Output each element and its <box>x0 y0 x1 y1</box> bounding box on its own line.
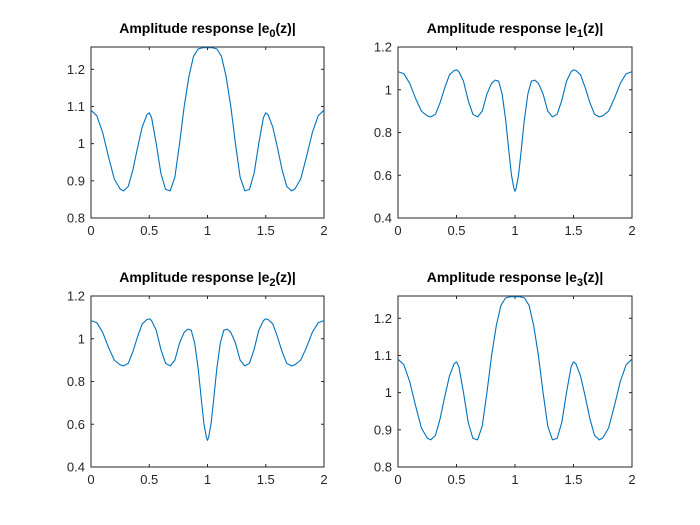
axes-box <box>90 295 325 468</box>
x-tick-label: 0 <box>394 472 401 487</box>
chart-title-suffix: (z)| <box>583 269 603 285</box>
chart-title: Amplitude response |e2(z)| <box>119 269 296 289</box>
y-tick-label: 1 <box>78 331 85 346</box>
x-tick-label: 2 <box>628 223 635 238</box>
x-tick-label: 0 <box>87 223 94 238</box>
y-tick-label: 0.8 <box>67 211 85 226</box>
x-tick-label: 0.5 <box>447 223 465 238</box>
y-tick-label: 1 <box>385 385 392 400</box>
y-tick-label: 1.2 <box>374 40 392 55</box>
series-line-0 <box>90 47 325 192</box>
axes-box <box>397 295 633 468</box>
x-tick-label: 2 <box>628 472 635 487</box>
chart-title-subscript: 1 <box>577 28 583 40</box>
x-tick-label: 2 <box>320 472 327 487</box>
axes-box <box>90 46 325 219</box>
subplot-1: 0 0.5 1 1.5 2 0.4 0.6 0.8 1 1.2 Amplitude response… <box>374 20 636 238</box>
x-tick-label: 1 <box>511 223 518 238</box>
chart-title-suffix: (z)| <box>583 20 603 36</box>
x-tick-label: 1 <box>204 223 211 238</box>
x-tick-label: 1 <box>511 472 518 487</box>
y-tick-label: 1.2 <box>67 62 85 77</box>
y-tick-label: 0.9 <box>67 173 85 188</box>
y-tick-label: 1.2 <box>67 289 85 304</box>
y-tick-label: 0.9 <box>374 422 392 437</box>
chart-title-suffix: (z)| <box>276 20 296 36</box>
y-tick-label: 0.6 <box>374 168 392 183</box>
x-tick-label: 0.5 <box>140 472 158 487</box>
x-tick-label: 0.5 <box>140 223 158 238</box>
chart-title-main: Amplitude response |e <box>119 269 269 285</box>
axes-box <box>397 46 633 219</box>
x-tick-label: 1 <box>204 472 211 487</box>
y-tick-label: 0.8 <box>67 374 85 389</box>
y-tick-label: 1.1 <box>374 348 392 363</box>
chart-title-main: Amplitude response |e <box>119 20 269 36</box>
y-tick-label: 1.1 <box>67 99 85 114</box>
chart-title-main: Amplitude response |e <box>427 20 577 36</box>
chart-title-suffix: (z)| <box>276 269 296 285</box>
subplot-0: 0 0.5 1 1.5 2 0.8 0.9 1 1.1 1.2 Amplitude response… <box>67 20 328 238</box>
y-tick-label: 1 <box>385 82 392 97</box>
x-tick-label: 1.5 <box>564 223 582 238</box>
y-tick-label: 0.4 <box>67 460 85 475</box>
subplot-3: 0 0.5 1 1.5 2 0.8 0.9 1 1.1 1.2 Amplitude response… <box>374 269 636 487</box>
y-tick-label: 1 <box>78 136 85 151</box>
subplot-2: 0 0.5 1 1.5 2 0.4 0.6 0.8 1 1.2 Amplitude response… <box>67 269 328 487</box>
y-tick-label: 0.6 <box>67 417 85 432</box>
x-tick-label: 0 <box>87 472 94 487</box>
y-tick-label: 1.2 <box>374 311 392 326</box>
chart-title-subscript: 3 <box>577 277 583 289</box>
x-tick-label: 0.5 <box>447 472 465 487</box>
chart-title: Amplitude response |e1(z)| <box>427 20 604 40</box>
x-tick-label: 1.5 <box>257 472 275 487</box>
y-tick-label: 0.8 <box>374 125 392 140</box>
y-tick-label: 0.8 <box>374 460 392 475</box>
chart-title-subscript: 2 <box>269 277 275 289</box>
x-tick-label: 0 <box>394 223 401 238</box>
chart-title-subscript: 0 <box>269 28 275 40</box>
x-tick-label: 1.5 <box>257 223 275 238</box>
chart-title: Amplitude response |e0(z)| <box>119 20 296 40</box>
x-tick-label: 1.5 <box>564 472 582 487</box>
series-line-0 <box>90 318 325 441</box>
series-line-0 <box>397 69 633 192</box>
y-tick-label: 0.4 <box>374 211 392 226</box>
x-tick-label: 2 <box>320 223 327 238</box>
chart-title-main: Amplitude response |e <box>427 269 577 285</box>
series-line-0 <box>397 296 633 441</box>
chart-title: Amplitude response |e3(z)| <box>427 269 604 289</box>
